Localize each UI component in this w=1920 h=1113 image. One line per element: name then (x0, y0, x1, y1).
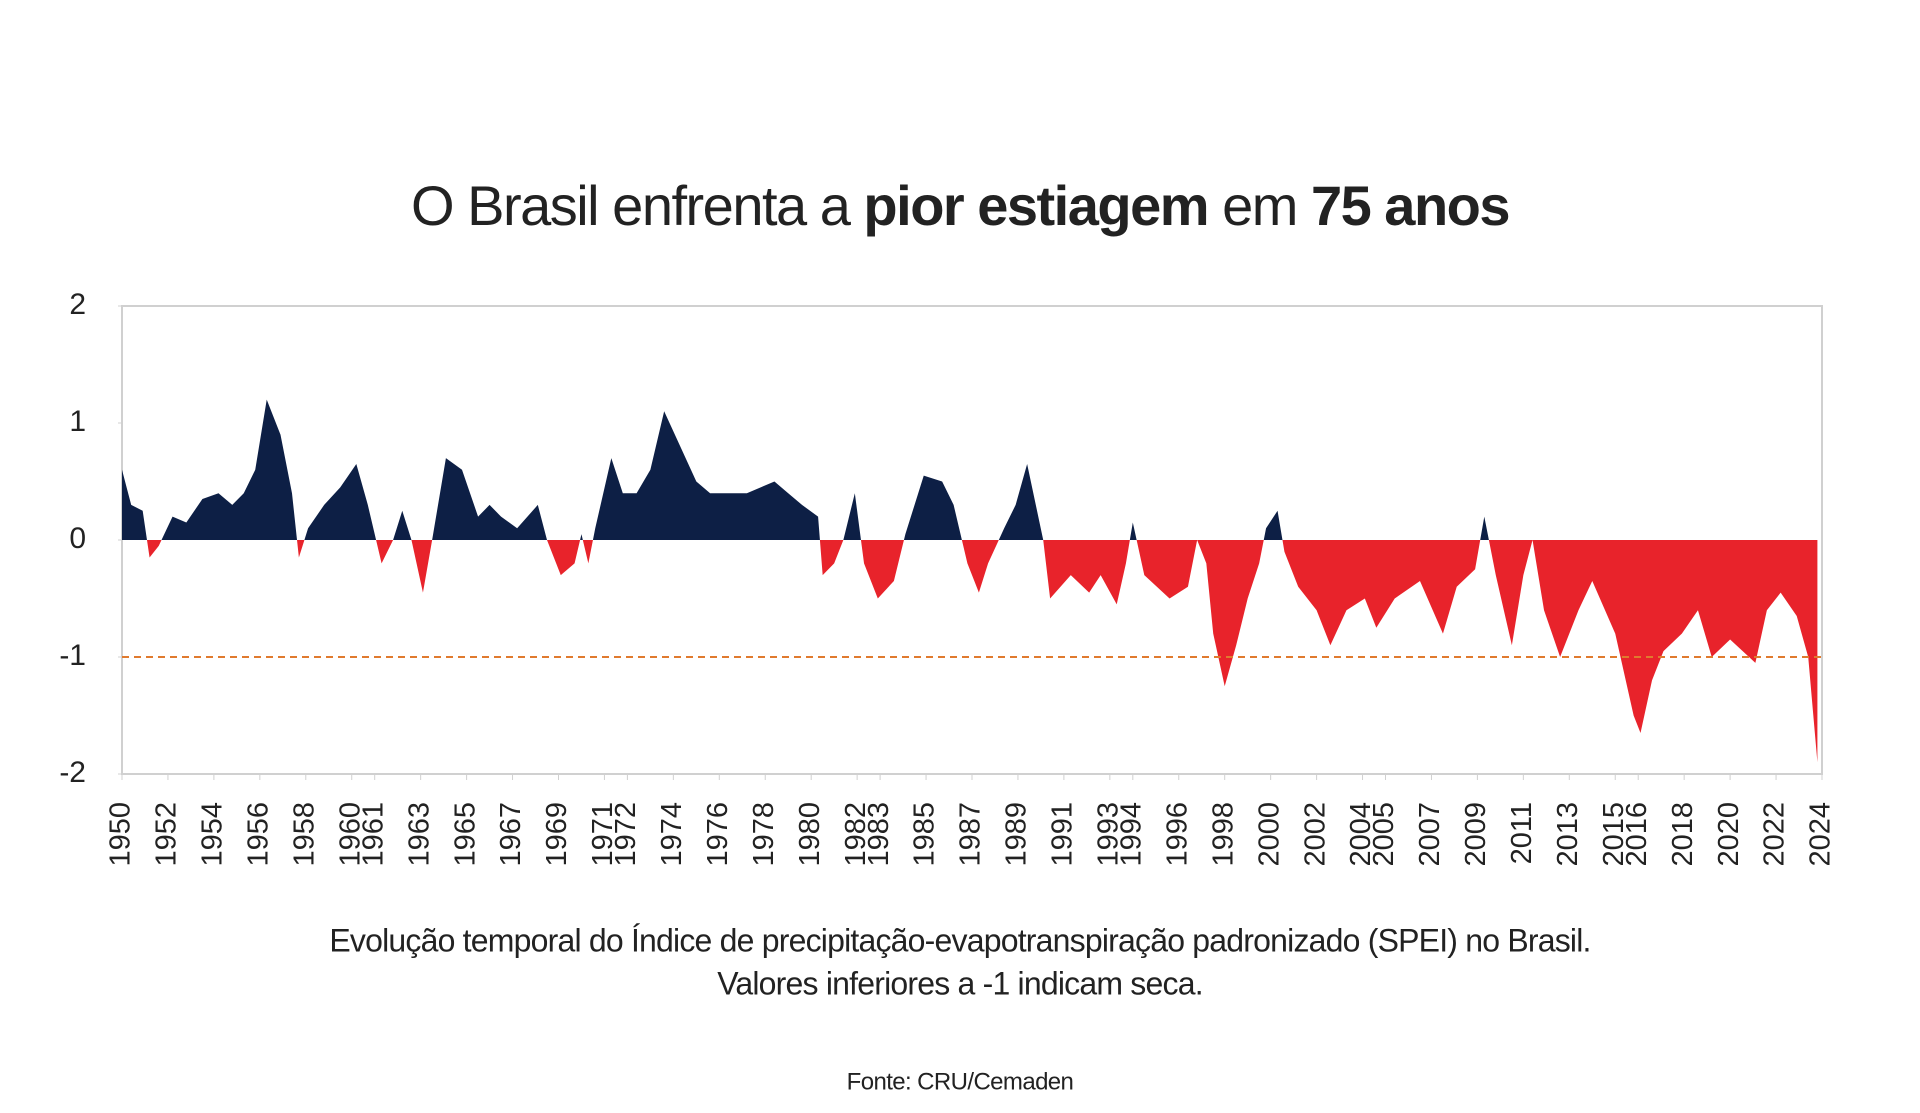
title-part: O Brasil enfrenta a (411, 174, 863, 237)
negative-area (122, 540, 1818, 763)
x-tick-label: 1971 (587, 802, 619, 867)
x-tick-label: 1954 (197, 802, 229, 867)
x-tick-label: 1974 (656, 802, 688, 867)
x-tick-label: 2007 (1414, 802, 1446, 867)
x-tick-label: 1987 (955, 802, 987, 867)
title-part: em (1208, 174, 1311, 237)
x-tick-label: 1983 (863, 802, 895, 867)
x-tick-label: 1960 (334, 802, 366, 867)
title-part: 75 anos (1311, 174, 1509, 237)
x-tick-label: 1969 (541, 802, 573, 867)
y-tick-label: 2 (69, 288, 86, 321)
y-tick-label: 0 (69, 522, 86, 555)
x-tick-label: 1965 (449, 802, 481, 867)
x-tick-label: 2004 (1345, 802, 1377, 867)
caption-line: Evolução temporal do Índice de precipita… (329, 922, 1590, 958)
x-tick-label: 2018 (1667, 802, 1699, 867)
x-tick-label: 1996 (1161, 802, 1193, 867)
x-tick-label: 1991 (1047, 802, 1079, 867)
x-tick-label: 2013 (1552, 802, 1584, 867)
x-tick-label: 1956 (242, 802, 274, 867)
x-tick-label: 2002 (1299, 802, 1331, 867)
x-tick-label: 1950 (105, 802, 137, 867)
x-tick-label: 1993 (1092, 802, 1124, 867)
x-tick-label: 2020 (1713, 802, 1745, 867)
x-tick-label: 1961 (357, 802, 389, 867)
x-tick-label: 1994 (1115, 802, 1147, 867)
x-tick-label: 1958 (288, 802, 320, 867)
x-tick-label: 2022 (1759, 802, 1791, 867)
x-tick-label: 1967 (495, 802, 527, 867)
x-tick-label: 1980 (794, 802, 826, 867)
x-tick-label: 2015 (1598, 802, 1630, 867)
x-tick-label: 2000 (1253, 802, 1285, 867)
x-tick-label: 1952 (151, 802, 183, 867)
y-tick-label: 1 (69, 405, 86, 438)
x-tick-label: 1985 (909, 802, 941, 867)
x-tick-label: 1978 (748, 802, 780, 867)
chart-title: O Brasil enfrenta a pior estiagem em 75 … (411, 174, 1509, 237)
title-part: pior estiagem (863, 174, 1208, 237)
x-tick-label: 1998 (1207, 802, 1239, 867)
x-tick-label: 2009 (1460, 802, 1492, 867)
positive-area (122, 399, 1818, 540)
x-tick-label: 2005 (1368, 802, 1400, 867)
x-tick-label: 1972 (610, 802, 642, 867)
y-tick-label: -2 (59, 756, 86, 789)
source: Fonte: CRU/Cemaden (847, 1068, 1074, 1095)
x-tick-label: 1963 (403, 802, 435, 867)
x-tick-label: 1976 (702, 802, 734, 867)
caption-line: Valores inferiores a -1 indicam seca. (717, 965, 1203, 1001)
x-tick-label: 1982 (840, 802, 872, 867)
x-tick-label: 2016 (1621, 802, 1653, 867)
x-tick-label: 2011 (1506, 802, 1538, 864)
y-tick-label: -1 (59, 639, 86, 672)
x-tick-label: 1989 (1001, 802, 1033, 867)
x-tick-label: 2024 (1805, 802, 1837, 867)
